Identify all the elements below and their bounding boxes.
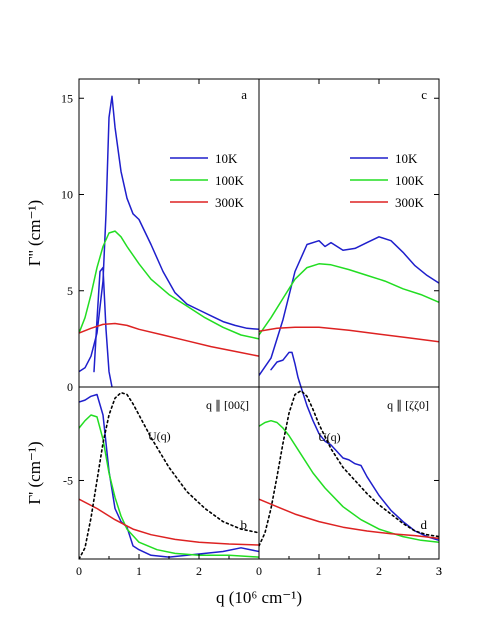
- x-tick-label-d-end: 3: [436, 564, 442, 578]
- y-tick-label-a: 0: [67, 380, 73, 394]
- series-line-a-10k-0: [79, 95, 259, 373]
- y-tick-label-b: -5: [63, 473, 73, 487]
- panel-a-series: [79, 95, 259, 387]
- x-tick-label-b: 0: [76, 564, 82, 578]
- series-line-d-10k-0: [300, 387, 439, 542]
- direction-label-b: q ∥ [00ζ]: [206, 398, 249, 412]
- direction-label-d: q ∥ [ζζ0]: [387, 398, 429, 412]
- series-line-b-300k-2: [79, 498, 259, 546]
- series-line-d-300k-2: [259, 498, 439, 540]
- series-line-a-300k-3: [79, 322, 259, 357]
- series-line-d-uq-3: [259, 389, 439, 547]
- series-line-b-uq-3: [79, 391, 259, 559]
- series-line-b-100k-1: [79, 414, 259, 558]
- series-line-a-100k-2: [79, 230, 259, 340]
- series-line-c-100k-2: [259, 263, 439, 336]
- panel-d-series: [259, 387, 439, 547]
- y-axis-title-lower: Γ' (cm⁻¹): [25, 441, 44, 504]
- legend-label-c: 100K: [395, 173, 425, 188]
- panel-c-series: [259, 236, 439, 387]
- series-line-c-10k-1: [270, 351, 302, 387]
- x-tick-label-b: 2: [196, 564, 202, 578]
- series-line-b-10k-0: [79, 393, 259, 558]
- y-axis-title-upper: Γ'' (cm⁻¹): [25, 200, 44, 266]
- x-tick-label-d: 1: [316, 564, 322, 578]
- legend-label-a: 10K: [215, 151, 238, 166]
- legend-label-a: 100K: [215, 173, 245, 188]
- uq-label-d: U(q): [318, 430, 341, 444]
- y-tick-label-a: 10: [61, 188, 73, 202]
- x-tick-label-d: 0: [256, 564, 262, 578]
- panel-b-series: [79, 391, 259, 559]
- panel-label-c: c: [421, 87, 427, 102]
- legend-label-c: 300K: [395, 195, 425, 210]
- uq-label-b: U(q): [148, 429, 171, 443]
- y-tick-label-a: 15: [61, 91, 73, 105]
- x-tick-label-d: 3: [436, 564, 442, 578]
- series-line-c-300k-3: [259, 326, 439, 343]
- x-tick-label-d: 2: [376, 564, 382, 578]
- panel-label-b: b: [241, 517, 248, 532]
- series-line-c-10k-0: [259, 236, 439, 377]
- legend-label-c: 10K: [395, 151, 418, 166]
- y-tick-label-a: 5: [67, 284, 73, 298]
- legend-label-a: 300K: [215, 195, 245, 210]
- panel-label-d: d: [421, 517, 428, 532]
- series-line-d-100k-1: [259, 419, 439, 543]
- x-tick-label-b: 1: [136, 564, 142, 578]
- panel-label-a: a: [241, 87, 247, 102]
- x-axis-title: q (10⁶ cm⁻¹): [216, 588, 302, 607]
- series-line-a-10k-1: [93, 266, 113, 387]
